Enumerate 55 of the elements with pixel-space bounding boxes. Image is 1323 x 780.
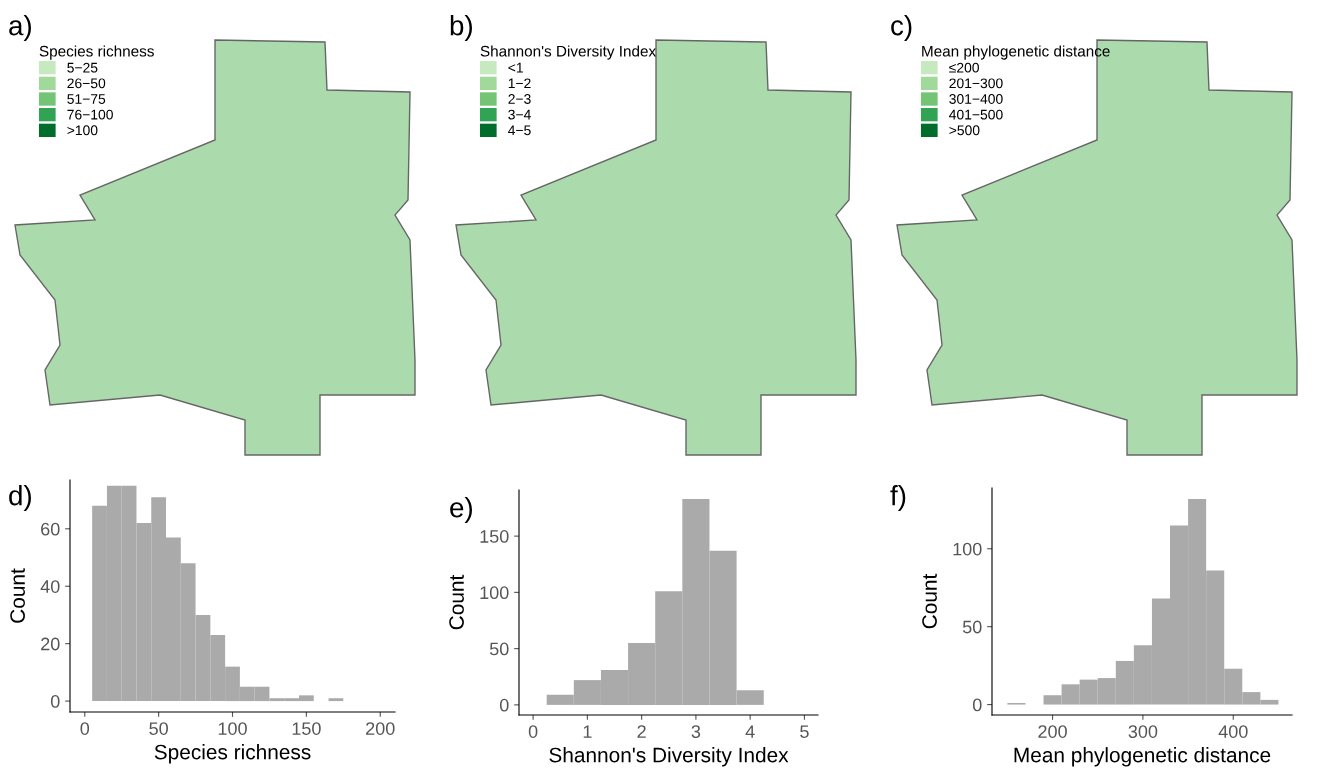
- x-tick-label: 2: [637, 725, 646, 738]
- y-tick-label: 60: [41, 522, 60, 536]
- category-label: 2−3: [508, 94, 531, 104]
- category-label: >500: [949, 125, 980, 136]
- category-label: 201−300: [949, 78, 1003, 89]
- category-label: 4−5: [508, 125, 531, 136]
- legend-title: Shannon's Diversity Index: [480, 45, 656, 60]
- x-tick-label: 150: [292, 722, 321, 735]
- category-label: 5−25: [67, 62, 98, 73]
- text: d): [9, 485, 31, 511]
- y-tick-label: 100: [953, 542, 982, 556]
- y-tick-label: 20: [41, 637, 60, 651]
- category-label: <1: [508, 62, 523, 73]
- x-tick-label: 100: [218, 722, 247, 735]
- category-label: 51−75: [67, 94, 106, 104]
- text: b): [450, 15, 472, 41]
- y-tick-label: 100: [480, 586, 509, 600]
- x-tick-label: 0: [80, 722, 90, 735]
- x-tick-label: 200: [366, 722, 395, 735]
- y-axis-title: Count: [922, 573, 937, 629]
- x-tick-label: 4: [745, 725, 755, 738]
- y-tick-label: 50: [489, 642, 509, 656]
- text: c): [891, 15, 912, 41]
- x-tick-label: 300: [1128, 725, 1158, 738]
- category-label: 401−500: [949, 109, 1003, 120]
- y-tick-label: 0: [972, 698, 982, 712]
- legend-title: Species richness: [39, 45, 154, 60]
- x-tick-label: 400: [1218, 725, 1248, 738]
- x-tick-label: 5: [800, 725, 809, 738]
- y-tick-label: 0: [50, 695, 60, 708]
- text: e): [450, 497, 472, 523]
- y-tick-label: 40: [40, 580, 60, 593]
- category-label: 3−4: [508, 109, 531, 120]
- x-tick-label: 1: [583, 725, 592, 738]
- y-axis-title: Count: [10, 568, 25, 623]
- category-label: 301−400: [949, 94, 1003, 104]
- x-tick-label: 0: [528, 725, 538, 738]
- x-tick-label: 50: [149, 722, 168, 735]
- legend-title: Mean phylogenetic distance: [922, 45, 1110, 60]
- x-tick-label: 3: [691, 725, 701, 738]
- category-label: 26−50: [67, 78, 106, 89]
- category-label: ≤200: [949, 62, 979, 73]
- category-label: 1−2: [508, 78, 531, 89]
- text: a): [9, 15, 31, 41]
- y-tick-label: 50: [962, 620, 982, 634]
- y-tick-label: 0: [499, 698, 509, 712]
- x-axis-title: Shannon's Diversity Index: [549, 747, 789, 767]
- x-axis-title: Species richness: [154, 744, 311, 764]
- x-axis-title: Mean phylogenetic distance: [1014, 747, 1271, 767]
- text: f): [890, 485, 906, 511]
- x-tick-label: 200: [1038, 725, 1067, 738]
- category-label: 76−100: [67, 109, 113, 120]
- y-axis-title: Count: [449, 574, 464, 630]
- y-tick-label: 150: [480, 530, 509, 543]
- category-label: >100: [67, 125, 98, 136]
